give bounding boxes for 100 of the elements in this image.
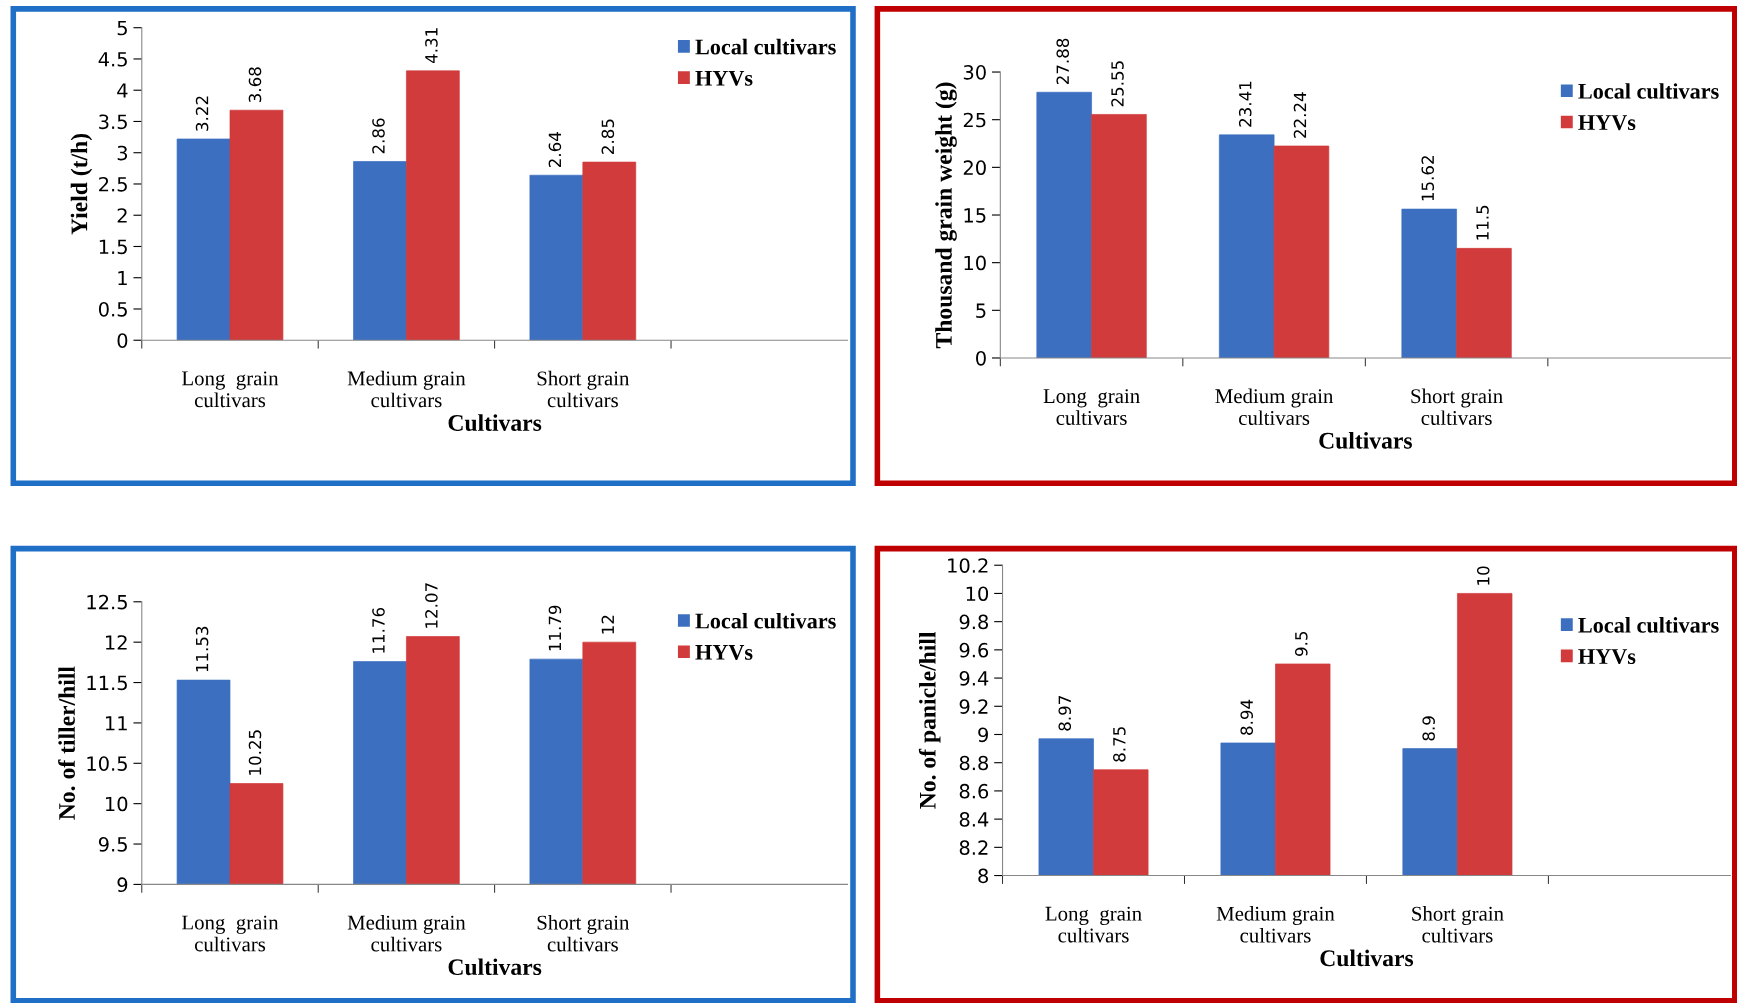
y-tick-label: 4.5 [98, 52, 127, 67]
legend-label: HYVs [1578, 115, 1636, 131]
y-tick-label: 9.4 [959, 671, 989, 686]
x-axis-title: Cultivars [448, 414, 542, 431]
data-label: 8.9 [1422, 716, 1435, 741]
data-label: 11.76 [372, 607, 385, 653]
y-tick-label: 0 [976, 350, 986, 366]
y-tick-label: 4 [117, 83, 128, 98]
data-label: 27.88 [1056, 38, 1070, 85]
data-label: 2.64 [548, 132, 562, 168]
y-axis-title: Yield (t/h) [70, 133, 93, 235]
y-tick-label: 15 [964, 208, 986, 223]
data-label: 2.86 [372, 118, 385, 154]
y-axis-title: Thousand grain weight (g) [935, 82, 957, 349]
y-tick-label: 10 [964, 255, 986, 271]
bar [1456, 248, 1512, 358]
y-tick-label: 1.5 [99, 239, 127, 255]
bar [1218, 134, 1275, 358]
bar [1273, 145, 1330, 358]
x-tick-label: Long grain cultivars [1043, 389, 1140, 425]
data-label: 11.79 [548, 605, 562, 651]
legend-label: Local cultivars [695, 612, 836, 629]
legend-label: Local cultivars [695, 38, 836, 55]
y-tick-label: 10.2 [948, 558, 988, 573]
y-tick-label: 8.2 [959, 840, 988, 855]
x-axis-title: Cultivars [1319, 432, 1412, 449]
data-label: 2.85 [601, 119, 615, 154]
x-tick-label: Long grain cultivars [182, 371, 279, 408]
bar [582, 161, 637, 341]
y-tick-label: 0 [117, 333, 128, 348]
x-tick-label: Long grain cultivars [182, 915, 279, 952]
y-tick-label: 1 [118, 270, 127, 286]
data-label: 8.94 [1240, 699, 1254, 735]
y-tick-label: 10 [105, 796, 128, 812]
y-axis-title: No. of panicle/hill [918, 631, 941, 809]
y-tick-label: 11 [105, 716, 127, 731]
x-tick-label: Medium grain cultivars [1216, 906, 1335, 943]
y-tick-label: 8.8 [959, 755, 989, 771]
x-tick-label: Medium grain cultivars [347, 370, 466, 408]
y-tick-label: 2 [117, 208, 127, 223]
bar [1036, 91, 1092, 358]
y-tick-label: 30 [963, 64, 986, 80]
y-tick-label: 11.5 [87, 675, 127, 691]
bar [406, 70, 460, 341]
data-label: 3.68 [248, 67, 262, 102]
x-tick-label: Short grain cultivars [1411, 388, 1503, 426]
y-tick-label: 12 [105, 635, 127, 650]
data-label: 12 [601, 615, 614, 634]
data-label: 11.5 [1476, 205, 1489, 240]
legend-label: HYVs [695, 645, 753, 660]
y-tick-label: 20 [963, 160, 986, 176]
data-label: 12.07 [425, 583, 438, 628]
data-label: 11.53 [195, 626, 209, 672]
data-label: 4.31 [425, 28, 438, 64]
y-tick-label: 9 [117, 877, 128, 893]
data-label: 22.24 [1293, 92, 1307, 138]
x-tick-label: Medium grain cultivars [1215, 388, 1334, 426]
y-tick-label: 8 [978, 868, 989, 884]
y-tick-label: 0.5 [98, 301, 127, 317]
y-tick-label: 2.5 [99, 176, 127, 192]
legend-label: HYVs [695, 70, 753, 86]
y-tick-label: 9.2 [959, 699, 988, 714]
y-tick-label: 12.5 [87, 594, 127, 610]
x-tick-label: Short grain cultivars [1412, 906, 1504, 943]
legend-label: Local cultivars [1578, 617, 1719, 633]
data-label: 3.22 [195, 96, 209, 131]
y-tick-label: 9.5 [98, 837, 127, 852]
y-tick-label: 3 [117, 145, 128, 161]
bar [353, 161, 407, 341]
bar [176, 138, 231, 341]
bar [229, 109, 284, 341]
x-tick-label: Long grain cultivars [1045, 906, 1142, 943]
bar [1401, 208, 1457, 358]
y-tick-label: 8.4 [959, 812, 989, 827]
y-tick-label: 25 [963, 112, 986, 128]
x-axis-title: Cultivars [1320, 949, 1414, 967]
y-tick-label: 9.6 [959, 642, 989, 658]
legend-label: Local cultivars [1578, 83, 1719, 99]
data-label: 8.75 [1113, 727, 1126, 762]
bar [529, 174, 584, 341]
y-tick-label: 10 [966, 586, 989, 602]
data-label: 15.62 [1421, 156, 1435, 201]
data-label: 10 [1476, 566, 1490, 585]
legend-label: HYVs [1578, 649, 1636, 665]
data-label: 25.55 [1111, 61, 1124, 107]
y-tick-label: 9 [978, 727, 988, 743]
data-label: 10.25 [248, 730, 262, 775]
data-label: 8.97 [1058, 696, 1072, 731]
x-tick-label: Short grain cultivars [537, 370, 630, 408]
y-tick-label: 8.6 [959, 783, 989, 799]
x-axis-title: Cultivars [448, 958, 542, 976]
bar [1091, 114, 1147, 358]
x-tick-label: Short grain cultivars [537, 914, 630, 952]
y-axis-title: No. of tiller/hill [58, 666, 76, 820]
y-tick-label: 5 [976, 303, 986, 318]
x-tick-label: Medium grain cultivars [347, 914, 466, 952]
data-label: 9.5 [1294, 631, 1308, 656]
y-tick-label: 10.5 [87, 756, 127, 771]
data-label: 23.41 [1238, 81, 1252, 127]
y-tick-label: 3.5 [99, 114, 127, 130]
